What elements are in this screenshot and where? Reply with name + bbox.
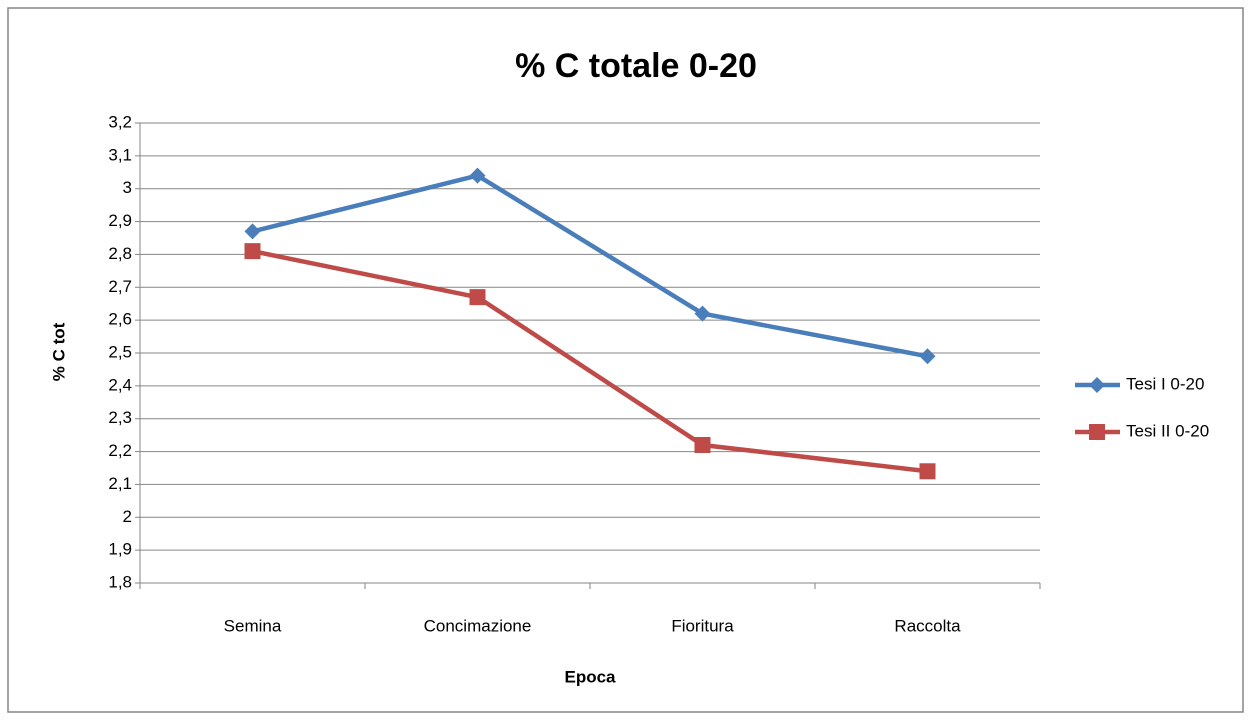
y-tick-label: 2,2 bbox=[108, 441, 132, 460]
chart-border bbox=[7, 7, 1244, 713]
y-tick-label: 3 bbox=[123, 178, 132, 197]
marker bbox=[1089, 424, 1105, 440]
y-tick-label: 2,6 bbox=[108, 310, 132, 329]
x-tick-label: Fioritura bbox=[671, 616, 734, 635]
marker bbox=[244, 223, 261, 240]
marker bbox=[1089, 377, 1105, 393]
y-axis-title: % C tot bbox=[49, 322, 68, 381]
marker bbox=[469, 167, 486, 184]
y-tick-label: 1,8 bbox=[108, 572, 132, 591]
marker bbox=[469, 289, 486, 306]
series-line bbox=[251, 173, 928, 359]
y-tick-label: 2,4 bbox=[108, 375, 132, 394]
y-tick-label: 2,9 bbox=[108, 211, 132, 230]
x-tick-label: Raccolta bbox=[894, 616, 961, 635]
y-tick-label: 3,2 bbox=[108, 112, 132, 131]
series-line bbox=[252, 248, 928, 474]
marker bbox=[919, 463, 936, 480]
chart-title: % C totale 0-20 bbox=[515, 47, 757, 85]
y-tick-label: 2,1 bbox=[108, 474, 132, 493]
marker bbox=[244, 243, 261, 260]
y-tick-label: 2,7 bbox=[108, 277, 132, 296]
legend-label: Tesi I 0-20 bbox=[1126, 374, 1204, 393]
y-tick-label: 2,5 bbox=[108, 342, 132, 361]
y-tick-label: 1,9 bbox=[108, 540, 132, 559]
y-tick-label: 3,1 bbox=[108, 145, 132, 164]
y-tick-label: 2,8 bbox=[108, 244, 132, 263]
marker bbox=[694, 305, 711, 322]
x-tick-label: Concimazione bbox=[424, 616, 532, 635]
marker bbox=[919, 348, 936, 365]
y-tick-label: 2 bbox=[123, 507, 132, 526]
legend-label: Tesi II 0-20 bbox=[1126, 421, 1209, 440]
x-axis-title: Epoca bbox=[564, 667, 616, 686]
y-tick-label: 2,3 bbox=[108, 408, 132, 427]
x-tick-label: Semina bbox=[224, 616, 282, 635]
marker bbox=[694, 437, 711, 453]
